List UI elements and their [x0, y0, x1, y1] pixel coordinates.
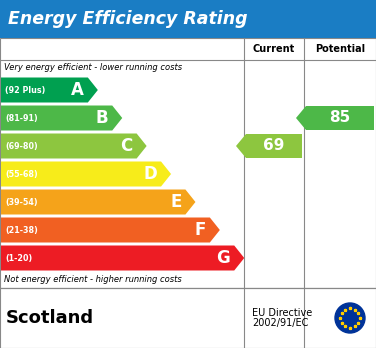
Text: D: D: [143, 165, 157, 183]
Text: A: A: [71, 81, 84, 99]
Polygon shape: [1, 161, 171, 187]
Text: 85: 85: [329, 111, 351, 126]
Text: (81-91): (81-91): [5, 113, 38, 122]
Polygon shape: [296, 106, 374, 130]
Text: B: B: [96, 109, 108, 127]
Text: 69: 69: [263, 139, 285, 153]
Bar: [0, 38, 376, 288]
Text: Current: Current: [253, 44, 295, 54]
Polygon shape: [1, 218, 220, 243]
Text: G: G: [217, 249, 230, 267]
Text: (69-80): (69-80): [5, 142, 38, 150]
Polygon shape: [1, 190, 196, 214]
Text: (21-38): (21-38): [5, 226, 38, 235]
Text: F: F: [194, 221, 206, 239]
Polygon shape: [1, 245, 244, 270]
Bar: [0, 288, 376, 348]
Polygon shape: [1, 134, 147, 158]
Text: EU Directive: EU Directive: [252, 308, 312, 318]
Text: (1-20): (1-20): [5, 253, 32, 262]
Text: Not energy efficient - higher running costs: Not energy efficient - higher running co…: [4, 276, 182, 285]
Circle shape: [335, 303, 365, 333]
Text: C: C: [120, 137, 133, 155]
Text: Energy Efficiency Rating: Energy Efficiency Rating: [8, 10, 248, 28]
Text: E: E: [170, 193, 182, 211]
Text: (39-54): (39-54): [5, 198, 38, 206]
Text: (55-68): (55-68): [5, 169, 38, 179]
Text: 2002/91/EC: 2002/91/EC: [252, 318, 308, 328]
Text: Potential: Potential: [315, 44, 365, 54]
Bar: [0, 0, 376, 38]
Text: Very energy efficient - lower running costs: Very energy efficient - lower running co…: [4, 63, 182, 72]
Text: (92 Plus): (92 Plus): [5, 86, 45, 95]
Polygon shape: [1, 78, 98, 103]
Polygon shape: [236, 134, 302, 158]
Polygon shape: [1, 105, 122, 130]
Text: Scotland: Scotland: [6, 309, 94, 327]
